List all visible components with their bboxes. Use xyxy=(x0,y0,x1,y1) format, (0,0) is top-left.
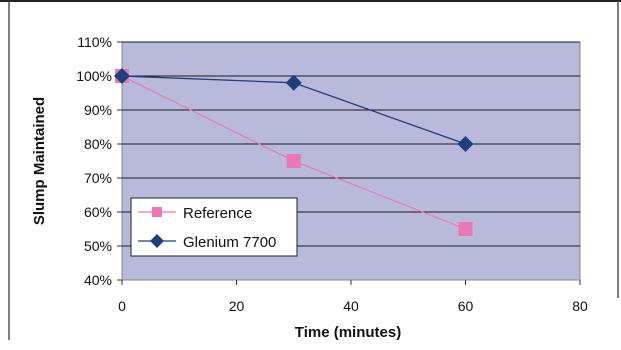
y-tick-label: 40% xyxy=(84,272,112,288)
legend-label-glenium: Glenium 7700 xyxy=(183,234,276,251)
legend-label-reference: Reference xyxy=(183,205,252,222)
data-point-reference xyxy=(458,222,473,236)
data-point-reference xyxy=(286,154,301,168)
x-tick-label: 0 xyxy=(118,298,126,314)
x-tick-label: 80 xyxy=(572,298,588,314)
legend-entry-glenium: Glenium 7700 xyxy=(138,234,276,251)
data-point-glenium-7700 xyxy=(285,74,302,91)
y-tick-label: 80% xyxy=(84,136,112,152)
x-tick-label: 20 xyxy=(229,298,245,314)
y-tick-label: 50% xyxy=(84,238,112,254)
y-tick-label: 70% xyxy=(84,170,112,186)
legend-entry-reference: Reference xyxy=(138,205,252,222)
legend: Reference Glenium 7700 xyxy=(130,197,298,257)
data-point-glenium-7700 xyxy=(114,68,130,84)
y-tick-label: 110% xyxy=(77,34,112,50)
y-tick-label: 100% xyxy=(76,68,112,84)
y-axis-label: Slump Maintained xyxy=(31,97,48,225)
legend-marker-glenium xyxy=(150,234,164,248)
data-point-glenium-7700 xyxy=(457,136,474,152)
y-tick-label: 90% xyxy=(84,102,112,118)
x-tick-label: 60 xyxy=(458,298,474,314)
axes: 40% 50% 60% 70% 80% 90% 100% 110% 0 20 40 60 80 xyxy=(76,34,588,314)
x-axis-label: Time (minutes) xyxy=(295,324,401,341)
y-tick-label: 60% xyxy=(84,204,112,220)
legend-marker-reference xyxy=(152,207,162,217)
data-series xyxy=(114,68,474,236)
x-tick-label: 40 xyxy=(343,298,359,314)
